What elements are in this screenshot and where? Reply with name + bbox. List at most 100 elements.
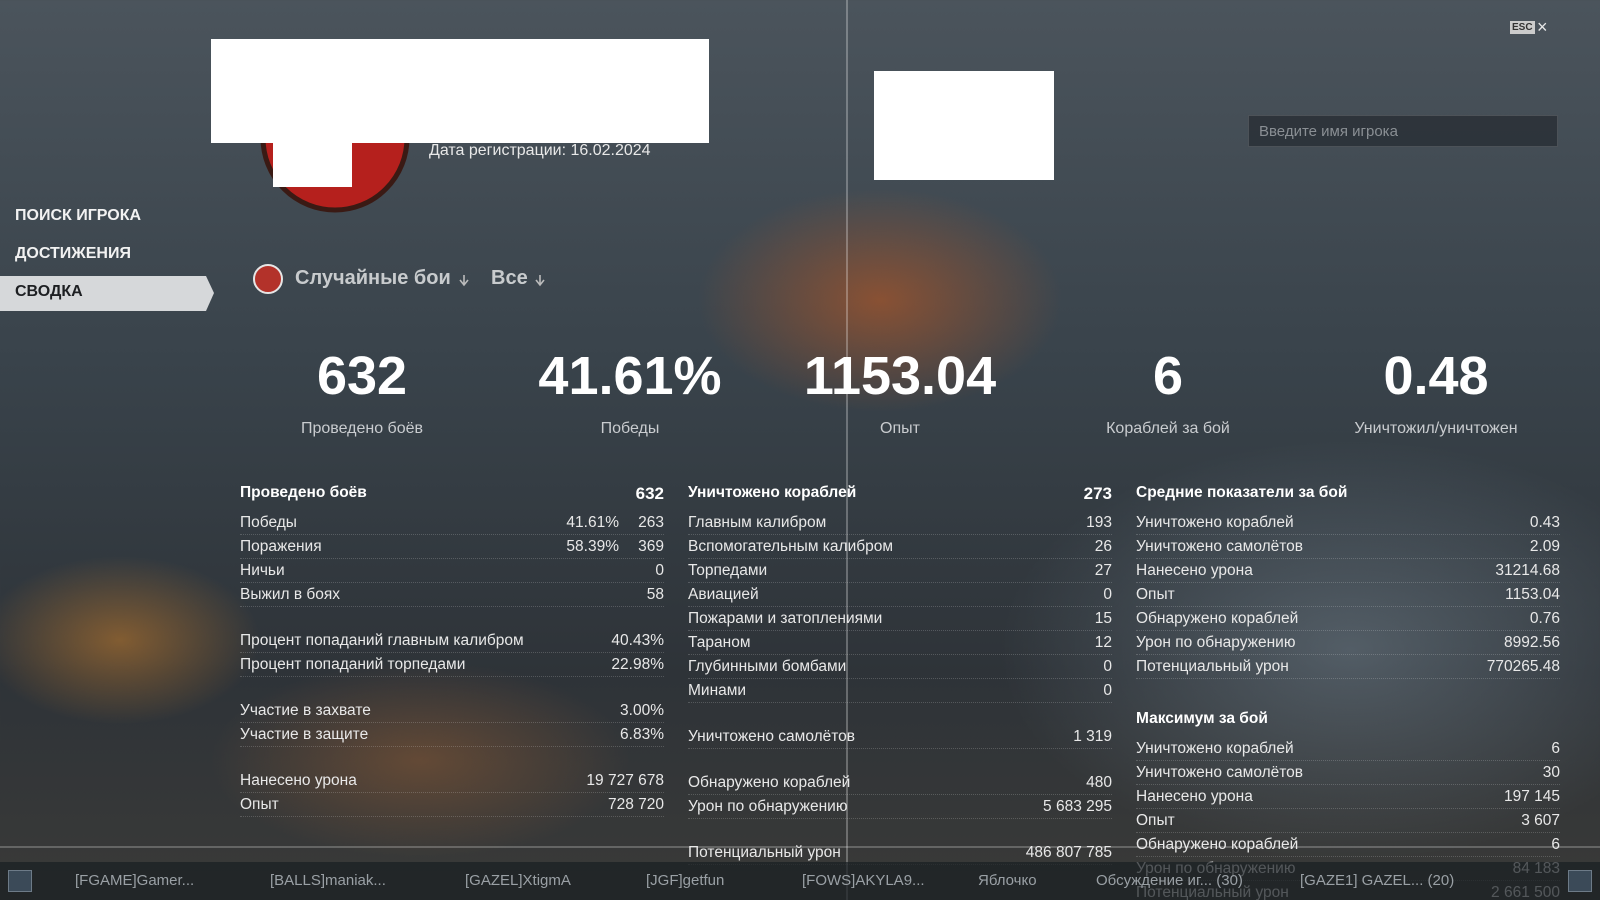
stat-label: Главным калибром	[688, 514, 827, 531]
stat-value: 58	[646, 586, 664, 603]
stat-row: Уничтожено кораблей 0.43	[1136, 512, 1560, 535]
summary-label: Проведено боёв	[300, 420, 424, 437]
stat-value: 5 683 295	[1043, 798, 1112, 815]
mode-filter[interactable]: Все	[491, 267, 528, 289]
taskbar: [FGAME]Gamer... [BALLS]maniak... [GAZEL]Xt…	[0, 862, 1600, 900]
summary-label: Победы	[600, 420, 660, 437]
stat-label: Минами	[688, 682, 747, 699]
stat-label: Поражения	[240, 538, 322, 555]
registration-date: Дата регистрации: 16.02.2024	[429, 142, 651, 159]
mode-icon	[253, 264, 283, 294]
stat-row: Авиацией 0	[688, 584, 1112, 607]
stat-row: Уничтожено самолётов 30	[1136, 762, 1560, 785]
stat-label: Уничтожено самолётов	[688, 728, 856, 745]
stat-value: 0	[655, 562, 664, 579]
stat-row: Участие в защите 6.83%	[240, 724, 664, 747]
stat-value: 770265.48	[1486, 658, 1560, 675]
taskbar-item[interactable]: [JGF]getfun	[646, 872, 725, 889]
stat-value: 22.98%	[611, 656, 664, 673]
nav-item[interactable]: СВОДКА	[15, 283, 83, 300]
summary-label: Опыт	[880, 420, 920, 437]
stat-label: Победы	[240, 514, 297, 531]
stat-label: Потенциальный урон	[688, 844, 841, 861]
stat-value: 12	[1094, 634, 1112, 651]
stat-value: 263	[638, 514, 664, 531]
stat-row: Уничтожено кораблей 6	[1136, 738, 1560, 761]
dropdown-arrow[interactable]	[535, 275, 545, 287]
stat-value: 486 807 785	[1025, 844, 1112, 861]
stat-label: Участие в захвате	[240, 702, 371, 719]
chat-icon[interactable]	[8, 870, 32, 892]
stat-label: Уничтожено самолётов	[1136, 764, 1304, 781]
notify-icon[interactable]	[1568, 870, 1592, 892]
section-value: 273	[1083, 484, 1112, 503]
stat-value: 27	[1094, 562, 1112, 579]
stat-value: 6.83%	[620, 726, 664, 743]
stat-label: Урон по обнаружению	[1136, 634, 1296, 651]
stat-label: Опыт	[1136, 586, 1175, 603]
nav-item[interactable]: ПОИСК ИГРОКА	[15, 207, 142, 224]
summary-value: 41.61%	[538, 346, 722, 406]
stat-value: 26	[1094, 538, 1112, 555]
stat-label: Нанесено урона	[240, 772, 357, 789]
stat-value: 0	[1103, 682, 1112, 699]
stat-label: Процент попаданий торпедами	[240, 656, 466, 673]
section-title: Максимум за бой	[1136, 710, 1268, 727]
stat-value: 0.76	[1529, 610, 1560, 627]
stat-value: 3 607	[1521, 812, 1560, 829]
stat-label: Урон по обнаружению	[688, 798, 848, 815]
stat-value: 3.00%	[620, 702, 664, 719]
taskbar-item[interactable]: [FGAME]Gamer...	[75, 872, 195, 889]
dropdown-arrow[interactable]	[459, 275, 469, 287]
mode-filter[interactable]: Случайные бои	[295, 267, 451, 289]
stat-row: Нанесено урона 197 145	[1136, 786, 1560, 809]
search-placeholder: Введите имя игрока	[1259, 123, 1398, 140]
stat-label: Опыт	[240, 796, 279, 813]
summary-label: Кораблей за бой	[1106, 420, 1230, 437]
stat-label: Глубинными бомбами	[688, 658, 847, 675]
summary-value: 632	[316, 346, 408, 406]
close-icon[interactable]: ×	[1537, 17, 1548, 37]
stat-value: 8992.56	[1503, 634, 1560, 651]
stat-row: Обнаружено кораблей 0.76	[1136, 608, 1560, 631]
stat-value: 0.43	[1529, 514, 1560, 531]
taskbar-item[interactable]: Обсуждение иг... (30)	[1096, 872, 1243, 889]
stat-row: Тараном 12	[688, 632, 1112, 655]
stat-row: Ничьи 0	[240, 560, 664, 583]
stat-row: Нанесено урона 31214.68	[1136, 560, 1560, 583]
summary-value: 1153.04	[803, 346, 997, 406]
section-value: 632	[635, 484, 664, 503]
section-title: Средние показатели за бой	[1136, 484, 1348, 501]
stat-row: Уничтожено самолётов 1 319	[688, 726, 1112, 749]
esc-key[interactable]: ESC	[1510, 21, 1535, 34]
stat-row: Участие в захвате 3.00%	[240, 700, 664, 723]
stat-label: Обнаружено кораблей	[688, 774, 851, 791]
stat-value: 1 319	[1073, 728, 1112, 745]
redaction	[211, 39, 709, 143]
taskbar-item[interactable]: [GAZEL]XtigmA	[465, 872, 571, 889]
stat-label: Нанесено урона	[1136, 788, 1253, 805]
nav-item[interactable]: ДОСТИЖЕНИЯ	[15, 245, 131, 262]
stat-row: Выжил в боях 58	[240, 584, 664, 607]
stat-label: Тараном	[688, 634, 751, 651]
stat-value: 15	[1094, 610, 1112, 627]
stat-label: Авиацией	[688, 586, 759, 603]
stat-row: Обнаружено кораблей 6	[1136, 834, 1560, 857]
stat-value: 0	[1103, 586, 1112, 603]
stat-row: Нанесено урона 19 727 678	[240, 770, 664, 793]
redaction	[874, 71, 1054, 180]
taskbar-item[interactable]: [GAZE1] GAZEL... (20)	[1300, 872, 1455, 889]
stat-label: Торпедами	[688, 562, 768, 579]
stat-row: Пожарами и затоплениями 15	[688, 608, 1112, 631]
stat-row: Опыт 1153.04	[1136, 584, 1560, 607]
nav-active-bg	[0, 276, 214, 311]
stat-value: 40.43%	[611, 632, 664, 649]
taskbar-item[interactable]: [BALLS]maniak...	[270, 872, 386, 889]
search-input[interactable]: Введите имя игрока	[1248, 115, 1558, 147]
stat-label: Ничьи	[240, 562, 285, 579]
stat-row: Процент попаданий торпедами 22.98%	[240, 654, 664, 677]
stat-label: Участие в защите	[240, 726, 369, 743]
stat-value: 2.09	[1529, 538, 1560, 555]
taskbar-item[interactable]: Яблочко	[978, 872, 1037, 889]
taskbar-item[interactable]: [FOWS]AKYLA9...	[802, 872, 925, 889]
